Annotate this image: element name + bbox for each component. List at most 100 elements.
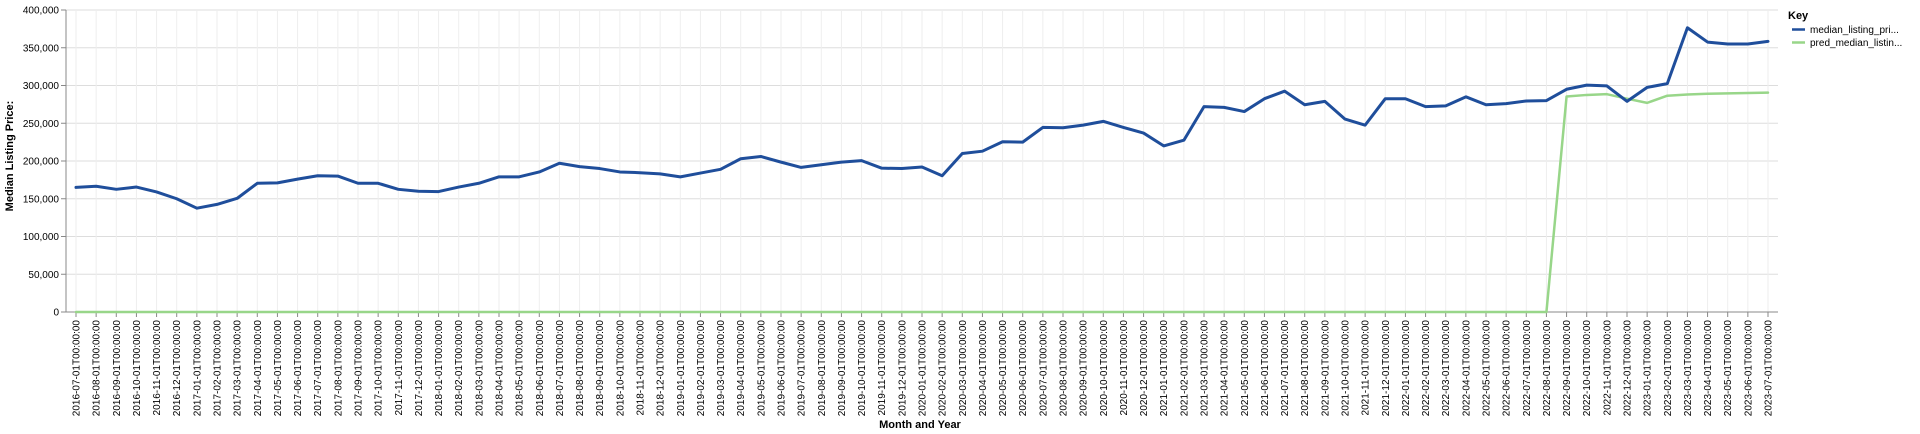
x-tick-label: 2020-02-01T00:00:00 — [938, 320, 949, 417]
y-axis: 0 50,000 100,000 150,000 200,000 250,000 300,0… — [23, 6, 67, 319]
x-tick-label: 2018-08-01T00:00:00 — [575, 320, 586, 417]
x-tick-label: 2022-10-01T00:00:00 — [1582, 320, 1593, 417]
y-tick-label: 250,000 — [23, 119, 60, 130]
x-tick-label: 2021-06-01T00:00:00 — [1260, 320, 1271, 417]
x-tick-label: 2023-02-01T00:00:00 — [1663, 320, 1674, 417]
x-tick-label: 2020-12-01T00:00:00 — [1139, 320, 1150, 417]
x-tick-label: 2019-09-01T00:00:00 — [837, 320, 848, 417]
x-tick-label: 2019-05-01T00:00:00 — [756, 320, 767, 417]
x-tick-label: 2018-01-01T00:00:00 — [434, 320, 445, 417]
x-tick-label: 2020-10-01T00:00:00 — [1099, 320, 1110, 417]
x-tick-label: 2016-08-01T00:00:00 — [92, 320, 103, 417]
x-tick-label: 2020-01-01T00:00:00 — [918, 320, 929, 417]
x-tick-label: 2017-04-01T00:00:00 — [253, 320, 264, 417]
x-tick-label: 2018-12-01T00:00:00 — [656, 320, 667, 417]
x-tick-label: 2022-02-01T00:00:00 — [1421, 320, 1432, 417]
x-tick-label: 2016-07-01T00:00:00 — [72, 320, 83, 417]
legend: Key median_listing_pri... pred_median_lis… — [1788, 10, 1902, 49]
x-tick-label: 2021-07-01T00:00:00 — [1280, 320, 1291, 417]
x-tick-label: 2017-03-01T00:00:00 — [233, 320, 244, 417]
x-tick-label: 2020-03-01T00:00:00 — [958, 320, 969, 417]
series-line-pred-median-listing-price — [74, 91, 1770, 314]
x-tick-label: 2017-11-01T00:00:00 — [394, 320, 405, 416]
series-line-median-listing-price — [74, 26, 1770, 210]
x-tick-label: 2019-11-01T00:00:00 — [877, 320, 888, 416]
x-tick-label: 2018-06-01T00:00:00 — [535, 320, 546, 417]
x-tick-label: 2022-12-01T00:00:00 — [1623, 320, 1634, 417]
x-tick-label: 2021-08-01T00:00:00 — [1300, 320, 1311, 417]
y-tick-label: 300,000 — [23, 81, 60, 92]
x-tick-label: 2018-10-01T00:00:00 — [615, 320, 626, 417]
series-lines — [74, 26, 1770, 314]
x-tick-label: 2021-10-01T00:00:00 — [1341, 320, 1352, 417]
x-tick-label: 2022-04-01T00:00:00 — [1461, 320, 1472, 417]
x-tick-label: 2019-01-01T00:00:00 — [676, 320, 687, 417]
x-tick-label: 2022-07-01T00:00:00 — [1522, 320, 1533, 417]
x-tick-label: 2022-06-01T00:00:00 — [1502, 320, 1513, 417]
x-tick-label: 2022-08-01T00:00:00 — [1542, 320, 1553, 417]
x-tick-label: 2017-10-01T00:00:00 — [374, 320, 385, 417]
x-tick-label: 2019-04-01T00:00:00 — [736, 320, 747, 417]
x-tick-label: 2018-02-01T00:00:00 — [454, 320, 465, 417]
x-tick-label: 2021-05-01T00:00:00 — [1240, 320, 1251, 417]
x-tick-label: 2019-02-01T00:00:00 — [696, 320, 707, 417]
x-axis: 2016-07-01T00:00:00 2016-08-01T00:00:00 20… — [66, 311, 1778, 417]
x-tick-label: 2021-11-01T00:00:00 — [1361, 320, 1372, 416]
x-tick-label: 2020-07-01T00:00:00 — [1038, 320, 1049, 417]
x-tick-label: 2023-06-01T00:00:00 — [1743, 320, 1754, 417]
gridlines — [66, 9, 1778, 313]
y-tick-label: 400,000 — [23, 6, 60, 17]
x-tick-label: 2019-06-01T00:00:00 — [777, 320, 788, 417]
y-tick-label: 350,000 — [23, 43, 60, 54]
x-tick-label: 2020-05-01T00:00:00 — [998, 320, 1009, 417]
x-tick-label: 2019-12-01T00:00:00 — [897, 320, 908, 417]
x-tick-label: 2022-11-01T00:00:00 — [1602, 320, 1613, 416]
y-tick-label: 0 — [53, 308, 59, 319]
x-tick-label: 2019-07-01T00:00:00 — [797, 320, 808, 417]
x-tick-label: 2023-07-01T00:00:00 — [1764, 320, 1775, 417]
x-tick-label: 2022-05-01T00:00:00 — [1482, 320, 1493, 417]
x-tick-label: 2023-05-01T00:00:00 — [1723, 320, 1734, 417]
x-tick-label: 2021-09-01T00:00:00 — [1320, 320, 1331, 417]
x-tick-label: 2017-08-01T00:00:00 — [333, 320, 344, 417]
x-tick-label: 2018-04-01T00:00:00 — [495, 320, 506, 417]
legend-title: Key — [1788, 10, 1809, 22]
x-tick-label: 2017-07-01T00:00:00 — [313, 320, 324, 417]
x-tick-label: 2023-01-01T00:00:00 — [1643, 320, 1654, 417]
x-axis-title: Month and Year — [879, 419, 961, 431]
x-tick-label: 2018-09-01T00:00:00 — [595, 320, 606, 417]
x-tick-label: 2022-01-01T00:00:00 — [1401, 320, 1412, 417]
x-tick-label: 2016-09-01T00:00:00 — [112, 320, 123, 417]
x-tick-label: 2020-09-01T00:00:00 — [1079, 320, 1090, 417]
x-tick-label: 2019-10-01T00:00:00 — [857, 320, 868, 417]
x-tick-label: 2017-02-01T00:00:00 — [213, 320, 224, 417]
legend-label: median_listing_pri... — [1810, 25, 1899, 36]
x-tick-label: 2017-05-01T00:00:00 — [273, 320, 284, 417]
x-tick-label: 2021-03-01T00:00:00 — [1200, 320, 1211, 417]
x-tick-label: 2017-09-01T00:00:00 — [354, 320, 365, 417]
x-tick-label: 2016-11-01T00:00:00 — [152, 320, 163, 416]
x-tick-label: 2017-06-01T00:00:00 — [293, 320, 304, 417]
x-tick-label: 2016-12-01T00:00:00 — [172, 320, 183, 417]
y-tick-label: 150,000 — [23, 194, 60, 205]
x-tick-label: 2019-03-01T00:00:00 — [716, 320, 727, 417]
x-tick-label: 2019-08-01T00:00:00 — [817, 320, 828, 417]
y-tick-label: 200,000 — [23, 157, 60, 168]
x-tick-label: 2021-04-01T00:00:00 — [1220, 320, 1231, 417]
x-tick-label: 2021-02-01T00:00:00 — [1179, 320, 1190, 417]
x-tick-label: 2020-08-01T00:00:00 — [1059, 320, 1070, 417]
x-tick-label: 2021-12-01T00:00:00 — [1381, 320, 1392, 417]
x-tick-label: 2018-05-01T00:00:00 — [515, 320, 526, 417]
x-tick-label: 2022-03-01T00:00:00 — [1441, 320, 1452, 417]
x-tick-label: 2018-11-01T00:00:00 — [636, 320, 647, 416]
x-tick-label: 2022-09-01T00:00:00 — [1562, 320, 1573, 417]
x-tick-label: 2018-03-01T00:00:00 — [474, 320, 485, 417]
legend-label: pred_median_listin... — [1810, 38, 1902, 49]
x-tick-label: 2018-07-01T00:00:00 — [555, 320, 566, 417]
x-tick-label: 2021-01-01T00:00:00 — [1159, 320, 1170, 417]
x-tick-label: 2023-04-01T00:00:00 — [1703, 320, 1714, 417]
y-tick-label: 100,000 — [23, 232, 60, 243]
x-tick-label: 2020-11-01T00:00:00 — [1119, 320, 1130, 416]
x-tick-label: 2020-04-01T00:00:00 — [978, 320, 989, 417]
